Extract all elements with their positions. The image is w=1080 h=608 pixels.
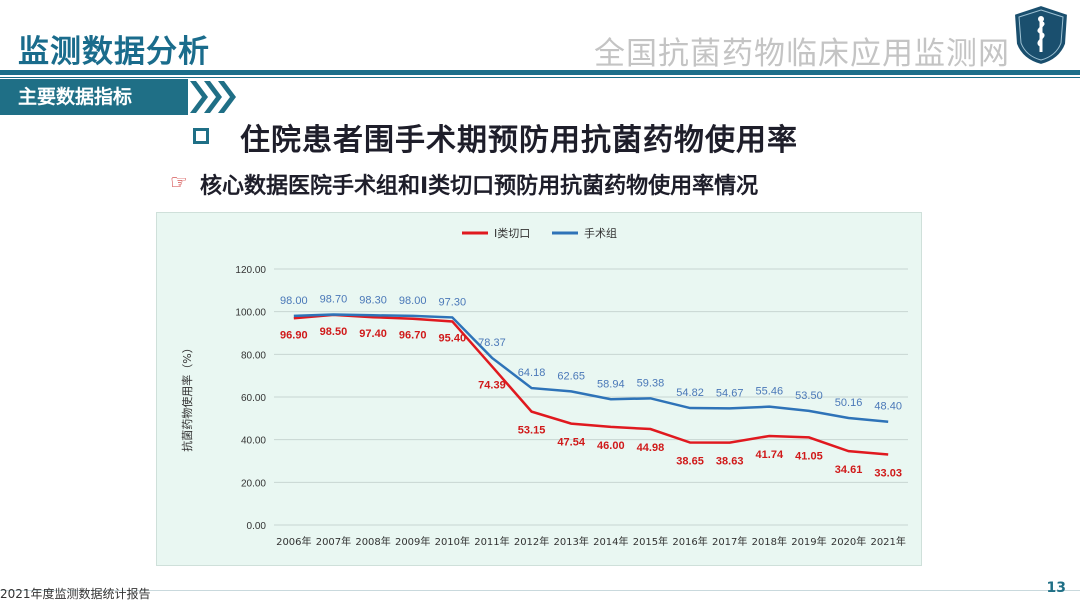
data-label: 74.39 xyxy=(478,379,506,391)
data-label: 62.65 xyxy=(557,370,585,382)
data-label: 41.74 xyxy=(756,449,784,461)
data-label: 97.40 xyxy=(359,328,387,340)
header-rule-thin xyxy=(0,77,1080,78)
data-label: 41.05 xyxy=(795,450,823,462)
data-label: 54.82 xyxy=(676,387,704,399)
data-label: 54.67 xyxy=(716,387,744,399)
x-tick-label: 2015年 xyxy=(633,535,668,548)
y-tick-label: 20.00 xyxy=(241,478,266,489)
data-label: 44.98 xyxy=(637,442,665,454)
data-label: 48.40 xyxy=(874,401,902,413)
y-tick-label: 120.00 xyxy=(235,265,266,276)
y-tick-label: 0.00 xyxy=(247,521,267,532)
data-label: 34.61 xyxy=(835,464,863,476)
data-label: 98.30 xyxy=(359,294,387,306)
data-label: 38.65 xyxy=(676,456,704,468)
data-label: 33.03 xyxy=(874,468,902,480)
data-label: 98.70 xyxy=(320,293,348,305)
data-label: 64.18 xyxy=(518,367,546,379)
x-tick-label: 2019年 xyxy=(791,535,826,548)
data-label: 98.50 xyxy=(320,326,348,338)
organization-logo-icon xyxy=(1012,3,1070,67)
data-label: 96.70 xyxy=(399,330,427,342)
x-tick-label: 2010年 xyxy=(435,535,470,548)
data-label: 47.54 xyxy=(557,437,585,449)
y-tick-label: 80.00 xyxy=(241,350,266,361)
y-tick-label: 100.00 xyxy=(235,308,266,319)
x-tick-label: 2017年 xyxy=(712,535,747,548)
x-tick-label: 2020年 xyxy=(831,535,866,548)
x-tick-label: 2012年 xyxy=(514,535,549,548)
x-tick-label: 2016年 xyxy=(672,535,707,548)
data-label: 38.63 xyxy=(716,456,744,468)
data-label: 59.38 xyxy=(637,377,665,389)
organization-name: 全国抗菌药物临床应用监测网 xyxy=(594,36,1010,72)
x-tick-label: 2011年 xyxy=(474,535,509,548)
page-title: 监测数据分析 xyxy=(18,34,210,70)
x-tick-label: 2013年 xyxy=(553,535,588,548)
data-label: 98.00 xyxy=(280,295,308,307)
x-tick-label: 2006年 xyxy=(276,535,311,548)
data-label: 98.00 xyxy=(399,295,427,307)
data-label: 97.30 xyxy=(439,296,467,308)
y-axis-label: 抗菌药物使用率（%） xyxy=(180,342,194,451)
data-label: 50.16 xyxy=(835,397,863,409)
data-label: 78.37 xyxy=(478,337,506,349)
report-name: 2021年度监测数据统计报告 xyxy=(0,587,151,601)
pointing-hand-icon: ☞ xyxy=(170,170,188,194)
main-heading: 住院患者围手术期预防用抗菌药物使用率 xyxy=(240,123,798,158)
data-label: 96.90 xyxy=(280,329,308,341)
x-tick-label: 2009年 xyxy=(395,535,430,548)
legend-label: Ⅰ类切口 xyxy=(494,226,530,240)
chart-frame: 0.00 20.00 40.00 60.00 80.00 100.00 120.00 2006… xyxy=(156,212,922,566)
data-label: 46.00 xyxy=(597,440,625,452)
section-tag: 主要数据指标 xyxy=(0,79,188,115)
line-chart: 0.00 20.00 40.00 60.00 80.00 100.00 120.00 2006… xyxy=(180,226,908,548)
legend-label: 手术组 xyxy=(584,226,617,240)
data-label: 53.50 xyxy=(795,390,823,402)
data-label: 55.46 xyxy=(756,386,784,398)
series-line xyxy=(293,313,889,423)
x-tick-label: 2018年 xyxy=(752,535,787,548)
x-tick-label: 2008年 xyxy=(355,535,390,548)
x-tick-label: 2014年 xyxy=(593,535,628,548)
y-tick-label: 60.00 xyxy=(241,393,266,404)
data-label: 53.15 xyxy=(518,425,546,437)
chevron-right-icon xyxy=(190,81,236,113)
header-rule xyxy=(0,70,1080,75)
footer-rule xyxy=(0,590,1080,591)
bullet-square-icon xyxy=(193,128,209,144)
x-tick-label: 2021年 xyxy=(870,535,905,548)
y-tick-label: 40.00 xyxy=(241,436,266,447)
page-number: 13 xyxy=(1046,580,1066,596)
series-line xyxy=(293,313,889,456)
data-label: 58.94 xyxy=(597,378,625,390)
x-tick-label: 2007年 xyxy=(316,535,351,548)
sub-heading: 核心数据医院手术组和Ⅰ类切口预防用抗菌药物使用率情况 xyxy=(200,174,759,199)
data-label: 95.40 xyxy=(439,332,467,344)
